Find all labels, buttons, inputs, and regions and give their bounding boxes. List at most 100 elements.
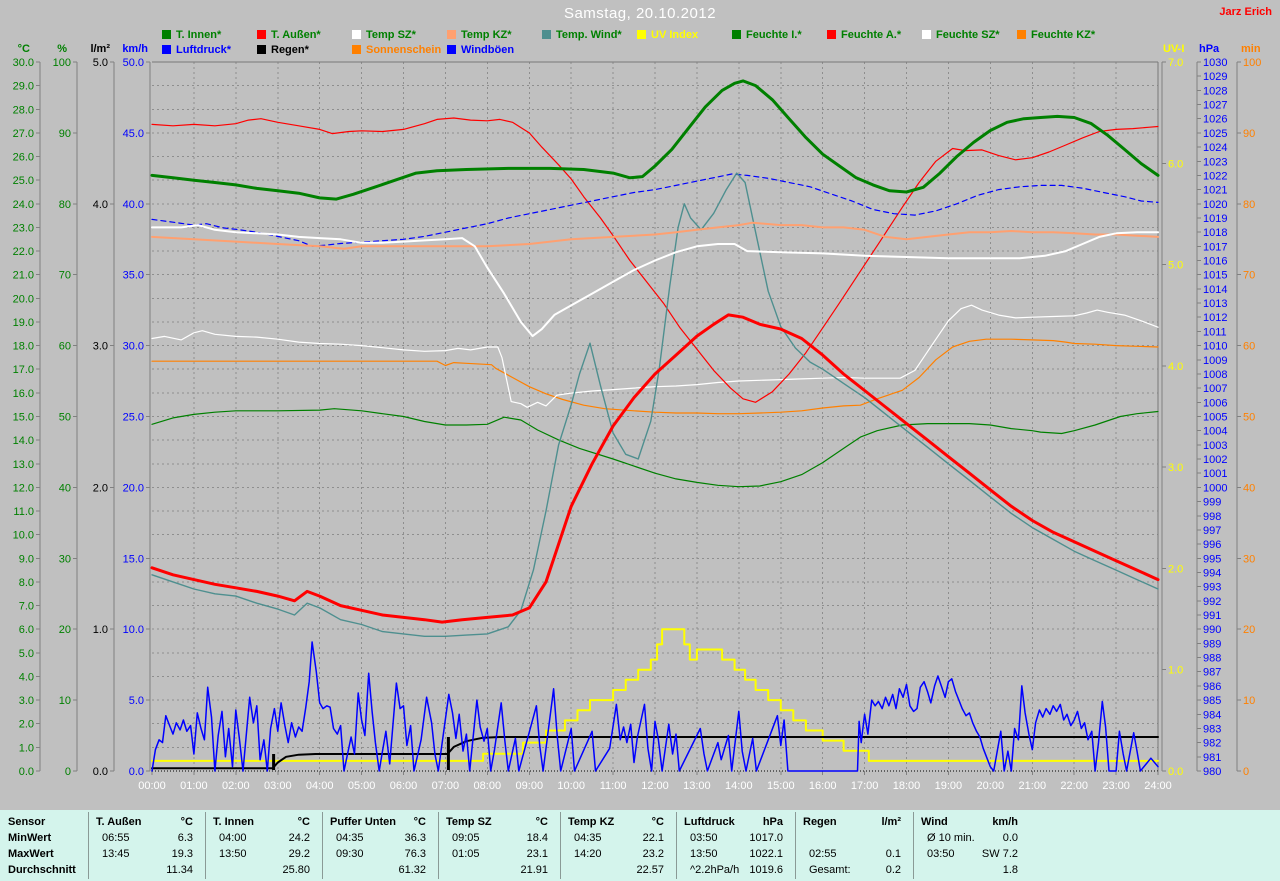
table-cell: 18.4 (526, 832, 548, 844)
x-tick-label: 03:00 (264, 780, 292, 792)
table-cell: Puffer Unten (330, 816, 396, 828)
axis-tick-label: 981 (1203, 752, 1221, 764)
x-tick-label: 22:00 (1060, 780, 1088, 792)
x-tick-label: 11:00 (600, 780, 627, 792)
legend-item-feuchte-sz[interactable]: Feuchte SZ* (922, 30, 1000, 41)
axis-tick-label: 100 (1243, 57, 1261, 69)
legend-label: Temp SZ* (366, 29, 416, 41)
axis-tick-label: 992 (1203, 596, 1221, 608)
station-owner-label: Jarz Erich (1219, 6, 1272, 18)
table-cell: 14:20 (574, 848, 602, 860)
table-cell: °C (535, 816, 548, 828)
axis-tick-label: 1016 (1203, 256, 1227, 268)
axis-tick-label: 0 (1243, 766, 1249, 778)
axis-tick-label: 991 (1203, 610, 1221, 622)
axis-tick-label: 1021 (1203, 185, 1227, 197)
axis-tick-label: 29.0 (13, 81, 34, 93)
table-cell: 24.2 (288, 832, 310, 844)
axis-tick-label: 20 (59, 624, 71, 636)
axis-tick-label: 1008 (1203, 369, 1227, 381)
axis-tick-label: 1003 (1203, 440, 1227, 452)
legend-item-luftdruck[interactable]: Luftdruck* (162, 45, 231, 56)
table-cell: 0.1 (885, 848, 901, 860)
axis-tick-label: 1012 (1203, 312, 1227, 324)
legend-swatch-sonnenschein (352, 45, 361, 54)
x-tick-label: 06:00 (390, 780, 418, 792)
table-cell: 0.2 (885, 864, 901, 876)
axis-tick-label: 23.0 (13, 222, 34, 234)
axis-tick-label: 2.0 (1168, 563, 1183, 575)
axis-title: °C (18, 43, 30, 55)
x-tick-label: 02:00 (222, 780, 250, 792)
table-cell: 11.34 (166, 864, 193, 876)
axis-tick-label: 24.0 (13, 199, 34, 211)
axis-tick-label: 28.0 (13, 104, 34, 116)
table-cell: 03:50 (927, 848, 955, 860)
legend-item-t-innen[interactable]: T. Innen* (162, 30, 221, 41)
axis-tick-label: 3.0 (19, 695, 34, 707)
table-divider (88, 812, 89, 879)
legend-item-uv-index[interactable]: UV Index (637, 30, 698, 41)
axis-tick-label: 1017 (1203, 241, 1227, 253)
legend-item-regen[interactable]: Regen* (257, 45, 309, 56)
x-tick-label: 20:00 (977, 780, 1005, 792)
axis-tick-label: 80 (59, 199, 71, 211)
legend-item-temp-kz[interactable]: Temp KZ* (447, 30, 512, 41)
legend-item-feuchte-kz[interactable]: Feuchte KZ* (1017, 30, 1095, 41)
legend-label: Regen* (271, 44, 309, 56)
axis-tick-label: 70 (59, 270, 71, 282)
legend-item-t-au-en[interactable]: T. Außen* (257, 30, 321, 41)
axis-tick-label: 40 (59, 482, 71, 494)
axis-tick-label: 1007 (1203, 383, 1227, 395)
table-divider (205, 812, 206, 879)
axis-tick-label: 995 (1203, 553, 1221, 565)
legend-item-temp-wind[interactable]: Temp. Wind* (542, 30, 622, 41)
table-cell: 61.32 (398, 864, 426, 876)
axis-tick-label: 90 (59, 128, 71, 140)
axis-tick-label: 985 (1203, 695, 1221, 707)
table-cell: 06:55 (102, 832, 130, 844)
table-divider (795, 812, 796, 879)
series-uv-index (151, 628, 1159, 762)
axis-tick-label: 13.0 (13, 459, 34, 471)
table-cell: °C (180, 816, 193, 828)
table-cell: 29.2 (288, 848, 310, 860)
axis-title: % (57, 43, 67, 55)
y-axis-: 0 10 20 30 40 50 60 70 80 90 100% (53, 43, 78, 778)
table-cell: 25.80 (282, 864, 310, 876)
axis-tick-label: 25.0 (123, 412, 144, 424)
axis-tick-label: 60 (59, 341, 71, 353)
table-cell: T. Außen (96, 816, 142, 828)
axis-tick-label: 4.0 (1168, 361, 1183, 373)
legend-item-feuchte-a[interactable]: Feuchte A.* (827, 30, 901, 41)
legend-item-feuchte-i[interactable]: Feuchte I.* (732, 30, 802, 41)
axis-title: UV-I (1163, 43, 1184, 55)
chart-canvas: 0.0 1.0 2.0 3.0 4.0 5.0 6.0 7.0 8.0 9.0 10.0 11.0 12… (13, 43, 1262, 792)
legend-item-temp-sz[interactable]: Temp SZ* (352, 30, 416, 41)
axis-tick-label: 2.0 (19, 719, 34, 731)
axis-tick-label: 1010 (1203, 341, 1227, 353)
legend-item-windb-en[interactable]: Windböen (447, 45, 514, 56)
axis-tick-label: 1005 (1203, 412, 1227, 424)
legend-swatch-feuchte-a (827, 30, 836, 39)
axis-tick-label: 15.0 (13, 412, 34, 424)
axis-tick-label: 11.0 (13, 506, 34, 518)
table-cell: 76.3 (404, 848, 426, 860)
series-luftdruck (151, 173, 1159, 247)
axis-tick-label: 988 (1203, 653, 1221, 665)
legend-item-sonnenschein[interactable]: Sonnenschein (352, 45, 441, 56)
axis-tick-label: 1028 (1203, 85, 1227, 97)
axis-tick-label: 5.0 (129, 695, 144, 707)
table-divider (676, 812, 677, 879)
axis-tick-label: 6.0 (1168, 158, 1183, 170)
axis-tick-label: 0 (65, 766, 71, 778)
table-cell: Temp SZ (446, 816, 492, 828)
table-cell: Luftdruck (684, 816, 735, 828)
table-cell: 09:05 (452, 832, 480, 844)
y-axis-uv-i: 0.0 1.0 2.0 3.0 4.0 5.0 6.0 7.0 UV-I (1161, 43, 1184, 778)
axis-tick-label: 10.0 (13, 530, 34, 542)
axis-tick-label: 8.0 (19, 577, 34, 589)
legend-label: T. Außen* (271, 29, 321, 41)
axis-tick-label: 20.0 (13, 293, 34, 305)
axis-tick-label: 26.0 (13, 152, 34, 164)
